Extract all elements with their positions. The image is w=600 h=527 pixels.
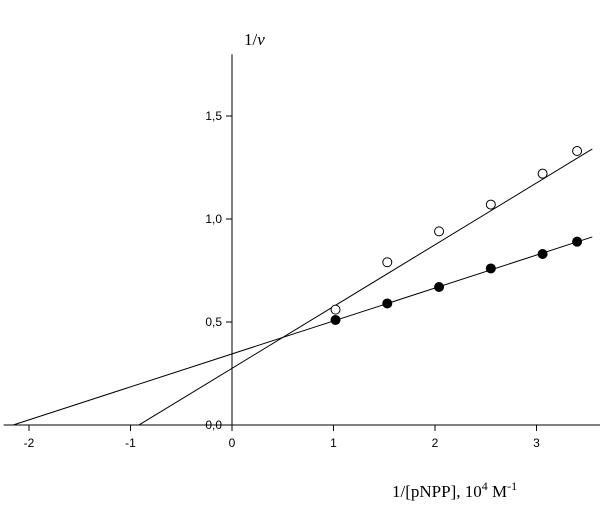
data-point-series-1 [572,146,583,157]
x-tick-label: 1 [330,436,337,450]
y-axis-label: 1/v [244,30,265,49]
fit-lines [12,148,593,426]
data-point-series-1 [434,226,445,237]
fit-line-series-0 [12,236,593,426]
x-axis-label: 1/[pNPP], 104 M-1 [392,479,517,501]
y-tick-label: 0,5 [205,315,222,329]
y-tick-label: 0,0 [205,418,222,432]
data-points [330,146,583,325]
data-point-series-0 [330,314,341,325]
y-tick-label: 1,0 [205,212,222,226]
data-point-series-1 [485,199,496,210]
y-tick-label: 1,5 [205,109,222,123]
x-tick-label: -2 [24,436,35,450]
data-point-series-1 [382,257,393,268]
data-point-series-1 [330,304,341,315]
data-point-series-0 [485,263,496,274]
data-point-series-0 [434,281,445,292]
x-tick-label: 3 [533,436,540,450]
data-point-series-1 [537,168,548,179]
fit-line-series-1 [138,148,593,426]
x-tick-label: -1 [125,436,136,450]
x-tick-label: 0 [229,436,236,450]
x-tick-label: 2 [432,436,439,450]
data-point-series-0 [382,298,393,309]
axes [3,54,600,431]
data-point-series-0 [572,236,583,247]
data-point-series-0 [537,249,548,260]
